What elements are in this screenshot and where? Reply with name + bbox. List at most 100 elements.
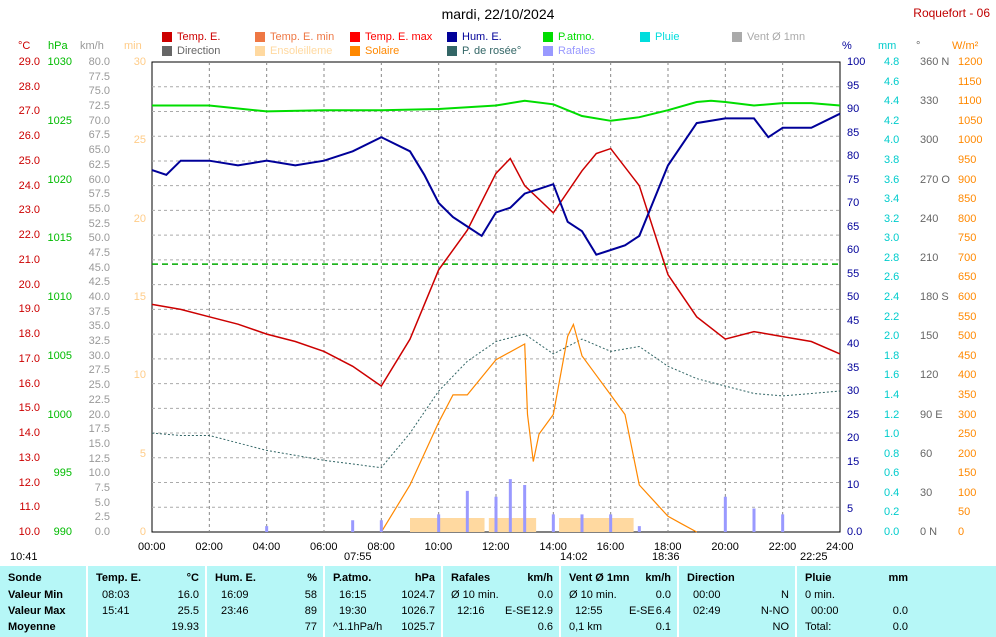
time-axis-tick: 04:00 <box>252 541 281 553</box>
series-line-p-atmo <box>152 99 841 122</box>
series-line-hum-e <box>151 112 841 256</box>
wind-axis-tick: 37.5 <box>88 305 110 318</box>
legend-item: Ensoleilleme <box>255 45 332 57</box>
solar-axis-tick: 800 <box>958 212 977 225</box>
direction-axis-tick: 30 <box>920 486 933 499</box>
humidity-axis-tick: 60 <box>847 244 860 256</box>
humidity-axis-tick: 5 <box>847 502 854 515</box>
temp-max-value: 25.5 <box>177 605 199 617</box>
wind-axis-tick: 67.5 <box>88 129 110 142</box>
pressure-axis-tick: 1005 <box>47 349 72 362</box>
solar-axis-tick: 450 <box>958 349 977 362</box>
humidity-axis-tick: 40 <box>847 338 860 350</box>
press-max-time: 19:30 <box>339 605 367 617</box>
col-sonde: Sonde Valeur Min Valeur Max Moyenne <box>0 566 86 637</box>
rain-axis-tick: 3.6 <box>884 173 900 186</box>
direction-axis-tick: 180 S <box>920 291 949 303</box>
temp-axis-tick: 21.0 <box>18 253 40 266</box>
direction-axis-tick: 120 <box>920 369 939 382</box>
solar-axis-tick: 250 <box>958 428 977 441</box>
rain-axis-tick: 2.6 <box>884 271 900 284</box>
legend-label: Solaire <box>365 45 400 57</box>
direction-axis-tick: 300 <box>920 134 939 147</box>
time-axis-tick: 06:00 <box>310 541 338 553</box>
wind-axis-tick: 42.5 <box>88 276 110 289</box>
press-axis-unit: hPa <box>48 40 68 52</box>
col-rain: Pluie mm 0 min. 00:00 Total: 0.0 0.0 <box>795 566 916 637</box>
wind-axis-tick: 40.0 <box>88 291 110 303</box>
humidity-axis-tick: 30 <box>847 385 860 397</box>
sunshine-axis-tick: 25 <box>133 134 146 147</box>
legend-label: Vent Ø 1mn <box>747 31 806 43</box>
legend-item: P. de rosée° <box>447 45 521 57</box>
sun-event-time: 22:25 <box>800 551 828 563</box>
humidity-axis-tick: 90 <box>847 103 860 115</box>
solar-axis-tick: 750 <box>958 232 977 245</box>
legend-label: P. de rosée° <box>462 45 522 57</box>
humidity-axis-tick: 0.0 <box>847 526 863 538</box>
wind-axis-tick: 27.5 <box>88 364 110 377</box>
legend-swatch <box>162 32 172 42</box>
rain-axis-tick: 4.6 <box>884 75 900 88</box>
sunshine-bar <box>410 518 485 532</box>
solar-axis-tick: 700 <box>958 251 977 264</box>
solar-axis-tick: 150 <box>958 467 977 480</box>
direction-axis-tick: 330 <box>920 95 939 108</box>
solar-axis-tick: 900 <box>958 173 977 186</box>
sun-event-time: 07:55 <box>344 551 372 563</box>
solar-axis-tick: 850 <box>958 193 977 206</box>
dir-max-value: N-NO <box>760 605 789 617</box>
rain-axis-tick: 0.2 <box>884 506 900 519</box>
humidity-axis-tick: 70 <box>847 197 860 209</box>
sunshine-axis-tick: 10 <box>133 369 146 382</box>
wind-axis-tick: 45.0 <box>88 261 110 274</box>
legend-swatch <box>162 46 172 56</box>
legend-swatch <box>255 32 265 42</box>
temp-axis-tick: 23.0 <box>18 204 40 217</box>
temp-axis-tick: 28.0 <box>18 80 40 93</box>
sun-event-time: 14:02 <box>560 551 588 563</box>
legend-item: P.atmo. <box>543 31 595 43</box>
series-line-p-de-ros-e <box>151 333 841 469</box>
rain-total-value: 0.0 <box>892 621 908 633</box>
rain-max-time: 00:00 <box>811 605 839 617</box>
wind-axis-tick: 65.0 <box>88 144 110 157</box>
col-header-temp: Temp. E. <box>96 572 142 584</box>
temp-avg-value: 19.93 <box>171 621 199 633</box>
solar-axis-tick: 200 <box>958 447 977 460</box>
humidity-axis-tick: 50 <box>847 291 860 303</box>
rain-axis-tick: 1.8 <box>884 349 900 362</box>
temp-min-time: 08:03 <box>102 589 130 601</box>
wind-avg10-label: Ø 10 min. <box>569 589 617 601</box>
time-axis-tick: 08:00 <box>367 541 395 553</box>
sun-event-time: 18:36 <box>652 551 680 563</box>
gust-avg-value: 0.6 <box>537 621 553 633</box>
hum-axis-unit: % <box>842 40 852 52</box>
wind-max-time: 12:55 <box>575 605 603 617</box>
dir-min-value: N <box>781 589 789 601</box>
direction-axis-tick: 0 N <box>920 526 938 538</box>
wind-axis-tick: 47.5 <box>88 246 110 259</box>
rain-axis-tick: 3.0 <box>884 232 900 245</box>
direction-axis-tick: 60 <box>920 447 933 460</box>
col-wind: Vent Ø 1mn km/h Ø 10 min. 12:55 E-SE 0,1… <box>559 566 679 637</box>
pressure-axis-tick: 990 <box>53 526 72 538</box>
legend-label: Direction <box>177 45 221 57</box>
rain-axis-tick: 1.2 <box>884 408 900 421</box>
station-name[interactable]: Roquefort - 06 <box>913 6 990 20</box>
pressure-axis-tick: 1025 <box>47 114 72 127</box>
sunshine-axis-tick: 30 <box>133 56 146 68</box>
rain-axis-tick: 3.4 <box>884 193 900 206</box>
legend-label: Temp. E. max <box>365 31 433 43</box>
wind-axis-tick: 7.5 <box>94 481 110 494</box>
wind-axis-tick: 75.0 <box>88 85 110 98</box>
solar-axis-tick: 650 <box>958 271 977 284</box>
direction-axis-tick: 210 <box>920 251 939 264</box>
rain-axis-tick: 0.4 <box>884 486 900 499</box>
humidity-axis-tick: 35 <box>847 361 860 374</box>
humidity-axis-tick: 85 <box>847 126 860 139</box>
direction-axis-tick: 270 O <box>920 173 950 186</box>
legend-item: Temp. E. <box>162 31 220 43</box>
time-axis-tick: 24:00 <box>826 541 854 553</box>
